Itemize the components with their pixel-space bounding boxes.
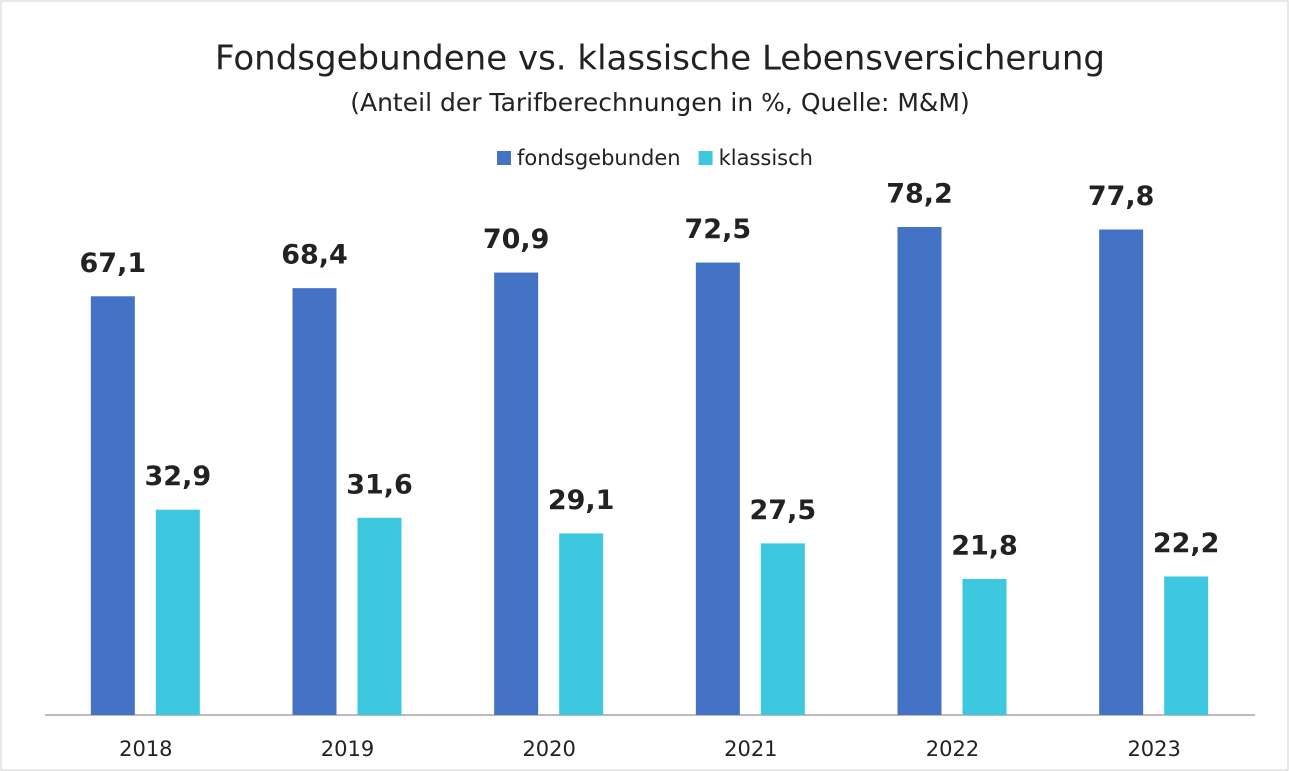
data-label: 21,8 bbox=[951, 530, 1018, 561]
x-tick-label: 2020 bbox=[522, 737, 575, 761]
legend-swatch bbox=[497, 151, 511, 165]
chart-title: Fondsgebundene vs. klassische Lebensvers… bbox=[215, 39, 1105, 79]
bar bbox=[155, 509, 200, 715]
bar bbox=[90, 296, 135, 715]
bar bbox=[292, 288, 337, 715]
data-label: 31,6 bbox=[346, 469, 413, 500]
data-label: 78,2 bbox=[886, 179, 953, 210]
bar bbox=[1164, 576, 1209, 715]
bar bbox=[695, 262, 740, 715]
legend-label: fondsgebunden bbox=[517, 146, 681, 170]
x-tick-label: 2021 bbox=[724, 737, 777, 761]
data-label: 77,8 bbox=[1088, 181, 1155, 212]
bar bbox=[962, 578, 1007, 715]
bar bbox=[897, 227, 942, 715]
x-tick-label: 2019 bbox=[321, 737, 374, 761]
bar bbox=[760, 543, 805, 715]
x-tick-label: 2018 bbox=[119, 737, 172, 761]
data-label: 68,4 bbox=[281, 240, 348, 271]
bar bbox=[494, 272, 539, 715]
data-label: 32,9 bbox=[145, 461, 212, 492]
bar bbox=[1099, 229, 1144, 716]
data-label: 22,2 bbox=[1153, 528, 1220, 559]
legend-swatch bbox=[698, 151, 713, 165]
data-label: 29,1 bbox=[548, 485, 615, 516]
bar bbox=[357, 517, 402, 715]
data-label: 72,5 bbox=[685, 214, 752, 245]
data-label: 27,5 bbox=[750, 495, 817, 526]
data-label: 67,1 bbox=[80, 248, 147, 279]
bar bbox=[559, 533, 604, 715]
data-label: 70,9 bbox=[483, 224, 550, 255]
legend-label: klassisch bbox=[719, 146, 813, 170]
x-tick-label: 2022 bbox=[926, 737, 979, 761]
x-tick-label: 2023 bbox=[1127, 737, 1180, 761]
chart-subtitle: (Anteil der Tarifberechnungen in %, Quel… bbox=[350, 88, 970, 117]
